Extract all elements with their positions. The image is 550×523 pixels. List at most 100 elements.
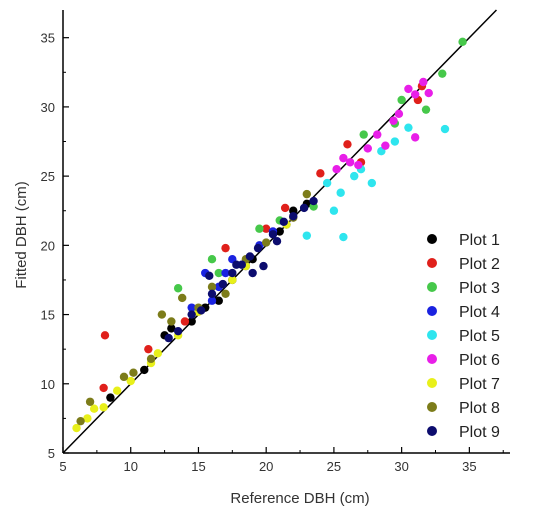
data-point bbox=[85, 397, 95, 406]
data-point bbox=[259, 261, 268, 271]
data-point bbox=[173, 326, 183, 336]
y-axis-title: Fitted DBH (cm) bbox=[13, 181, 30, 289]
data-point bbox=[164, 333, 173, 343]
legend-item-4: Plot 4 bbox=[427, 304, 500, 321]
data-point bbox=[299, 203, 309, 213]
x-tick-label: 5 bbox=[59, 459, 66, 474]
y-tick-label: 20 bbox=[41, 238, 55, 253]
data-point bbox=[381, 141, 390, 150]
data-point bbox=[302, 231, 312, 240]
data-point bbox=[205, 271, 214, 280]
data-point bbox=[280, 203, 290, 213]
data-point bbox=[180, 317, 190, 326]
data-point bbox=[289, 212, 298, 221]
data-point bbox=[394, 109, 404, 119]
data-point bbox=[153, 349, 163, 358]
data-point bbox=[178, 293, 187, 303]
data-point bbox=[221, 243, 230, 253]
x-tick-label: 10 bbox=[123, 459, 137, 474]
legend-label: Plot 2 bbox=[459, 256, 500, 273]
data-point bbox=[129, 368, 138, 377]
data-point bbox=[339, 232, 348, 242]
x-tick-label: 20 bbox=[259, 459, 273, 474]
legend-label: Plot 4 bbox=[459, 304, 500, 321]
legend-item-8: Plot 8 bbox=[427, 400, 500, 417]
data-point bbox=[99, 403, 108, 412]
legend-marker bbox=[427, 426, 437, 436]
data-point bbox=[419, 77, 428, 87]
data-point bbox=[458, 37, 467, 47]
data-point bbox=[339, 153, 348, 163]
data-point bbox=[187, 310, 196, 319]
data-point bbox=[373, 130, 382, 139]
x-axis-title: Reference DBH (cm) bbox=[230, 490, 369, 507]
legend-label: Plot 6 bbox=[459, 352, 500, 369]
data-point bbox=[389, 116, 398, 125]
x-tick-label: 35 bbox=[462, 459, 476, 474]
legend-label: Plot 1 bbox=[459, 232, 500, 249]
data-point bbox=[302, 189, 312, 199]
x-tick-label: 25 bbox=[327, 459, 341, 474]
data-point bbox=[221, 268, 230, 278]
series-6 bbox=[332, 77, 433, 174]
legend-marker bbox=[427, 234, 437, 244]
data-point bbox=[424, 88, 433, 98]
data-point bbox=[329, 206, 339, 215]
data-point bbox=[268, 230, 278, 239]
x-tick-label: 30 bbox=[394, 459, 408, 474]
legend-label: Plot 7 bbox=[459, 376, 500, 393]
data-points bbox=[72, 37, 467, 433]
data-point bbox=[332, 165, 341, 174]
legend-item-2: Plot 2 bbox=[427, 256, 500, 273]
data-point bbox=[167, 317, 176, 326]
legend-marker bbox=[427, 402, 437, 412]
data-point bbox=[228, 268, 237, 278]
y-tick-label: 15 bbox=[41, 308, 55, 323]
data-point bbox=[261, 238, 271, 247]
data-point bbox=[167, 324, 176, 333]
data-point bbox=[100, 331, 110, 340]
legend-marker bbox=[427, 282, 437, 292]
data-point bbox=[218, 279, 228, 289]
data-point bbox=[255, 224, 264, 233]
series-9 bbox=[164, 196, 318, 343]
data-point bbox=[106, 393, 115, 402]
data-point bbox=[322, 178, 332, 188]
data-point bbox=[89, 404, 99, 413]
series-5 bbox=[302, 123, 450, 242]
legend-marker bbox=[427, 378, 437, 388]
x-tick-label: 15 bbox=[191, 459, 205, 474]
data-point bbox=[214, 268, 223, 278]
legend-item-3: Plot 3 bbox=[427, 280, 500, 297]
data-point bbox=[404, 123, 413, 132]
data-point bbox=[112, 386, 122, 395]
data-point bbox=[359, 130, 368, 139]
data-point bbox=[275, 227, 284, 236]
data-point bbox=[253, 243, 263, 253]
data-point bbox=[214, 296, 223, 305]
data-point bbox=[72, 423, 81, 433]
legend: Plot 1 Plot 2 Plot 3 Plot 4 Plot 5 Plot 6 Plot… bbox=[427, 232, 500, 441]
data-point bbox=[173, 284, 183, 293]
data-point bbox=[196, 306, 206, 315]
data-point bbox=[309, 196, 318, 206]
data-point bbox=[140, 365, 149, 375]
data-point bbox=[410, 90, 420, 99]
data-point bbox=[345, 158, 355, 167]
data-point bbox=[83, 414, 92, 423]
data-point bbox=[228, 275, 237, 285]
data-point bbox=[157, 310, 167, 319]
data-point bbox=[438, 69, 447, 78]
y-axis-ticks: 5 10 15 20 25 30 35 bbox=[41, 31, 69, 461]
y-tick-label: 25 bbox=[41, 169, 55, 184]
legend-marker bbox=[427, 354, 437, 364]
legend-item-7: Plot 7 bbox=[427, 376, 500, 393]
legend-label: Plot 8 bbox=[459, 400, 500, 417]
y-tick-label: 30 bbox=[41, 100, 55, 115]
data-point bbox=[245, 252, 255, 261]
data-point bbox=[336, 188, 345, 197]
data-point bbox=[367, 178, 377, 188]
data-point bbox=[126, 376, 135, 386]
data-point bbox=[207, 289, 217, 298]
